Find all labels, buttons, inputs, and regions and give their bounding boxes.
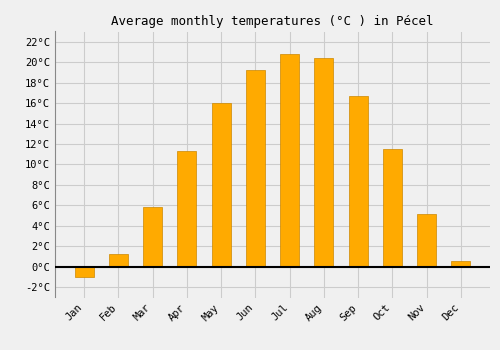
Bar: [314, 58, 334, 267]
Bar: [178, 151, 197, 267]
Bar: [109, 253, 128, 267]
Bar: [75, 267, 94, 277]
Bar: [452, 261, 470, 267]
Bar: [246, 70, 265, 267]
Bar: [143, 208, 162, 267]
Bar: [212, 103, 231, 267]
Title: Average monthly temperatures (°C ) in Pécel: Average monthly temperatures (°C ) in Pé…: [111, 15, 434, 28]
Bar: [383, 149, 402, 267]
Bar: [417, 214, 436, 267]
Bar: [280, 54, 299, 267]
Bar: [348, 96, 368, 267]
